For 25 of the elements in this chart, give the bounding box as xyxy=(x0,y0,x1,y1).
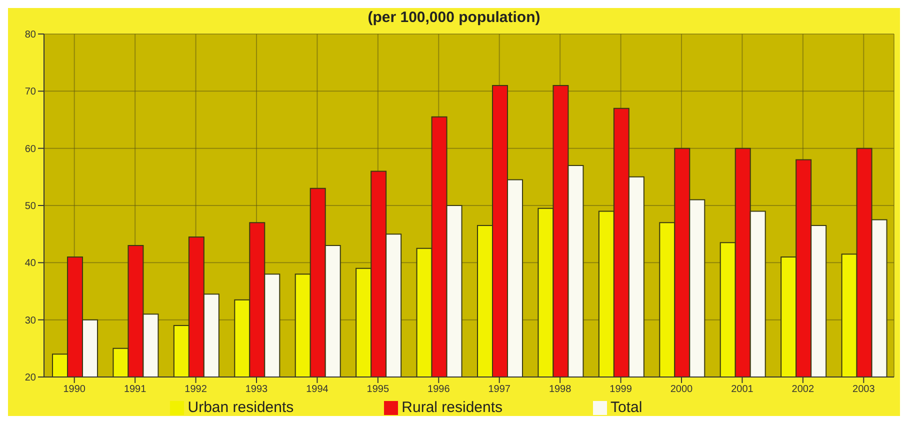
x-tick-label: 1996 xyxy=(428,384,450,396)
x-tick-label: 1992 xyxy=(184,384,208,396)
y-tick-label: 50 xyxy=(24,201,36,212)
x-tick-label: 1990 xyxy=(63,384,86,396)
x-tick-label: 1998 xyxy=(548,384,572,396)
x-tick-label: 1994 xyxy=(306,384,329,396)
x-tick-label: 2002 xyxy=(792,384,814,396)
x-tick-label: 1999 xyxy=(610,384,632,396)
x-tick-label: 2003 xyxy=(852,384,876,396)
x-tick-label: 1993 xyxy=(245,384,268,396)
y-tick-label: 70 xyxy=(24,86,36,98)
y-tick-label: 20 xyxy=(24,372,36,384)
x-tick-label: 1991 xyxy=(124,384,147,396)
y-tick-label: 40 xyxy=(24,258,36,270)
legend-label: Urban residents xyxy=(188,399,294,416)
x-tick-label: 2000 xyxy=(670,384,694,396)
y-tick-label: 60 xyxy=(24,144,36,155)
legend-label: Rural residents xyxy=(402,399,503,416)
x-tick-label: 1995 xyxy=(366,384,390,396)
legend-label: Total xyxy=(610,399,642,416)
y-tick-label: 80 xyxy=(24,30,36,41)
x-tick-label: 2001 xyxy=(731,384,754,396)
chart-title: (per 100,000 population) xyxy=(366,8,542,28)
x-tick-label: 1997 xyxy=(488,384,511,396)
y-tick-label: 30 xyxy=(24,315,36,326)
